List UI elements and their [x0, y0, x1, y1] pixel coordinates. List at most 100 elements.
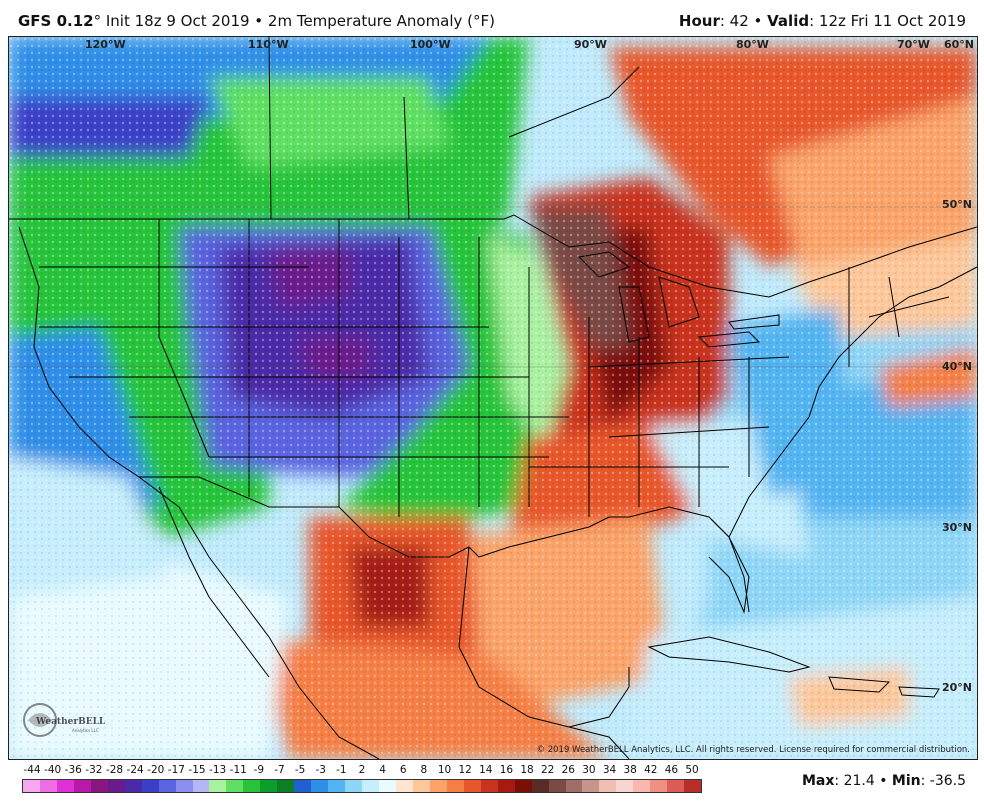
colorbar-tick-label: 50: [685, 764, 699, 776]
lat-label: 20°N: [941, 681, 972, 694]
colorbar-swatch: [379, 780, 396, 792]
weatherbell-logo: WeatherBELL Analytics LLC: [22, 700, 112, 742]
colorbar-tick-label: 38: [623, 764, 637, 776]
map-graphic: [9, 37, 977, 759]
colorbar-swatch: [514, 780, 532, 792]
colorbar-swatch: [345, 780, 363, 792]
colorbar-tick-label: 14: [479, 764, 493, 776]
colorbar-swatch: [582, 780, 600, 792]
colorbar-tick-label: -32: [85, 764, 103, 776]
colorbar-tick-label: -20: [147, 764, 165, 776]
colorbar-swatch: [90, 780, 108, 792]
colorbar-swatch: [311, 780, 329, 792]
lat-label: 50°N: [941, 198, 972, 211]
colorbar-swatch: [429, 780, 447, 792]
colorbar-swatch: [446, 780, 464, 792]
noise-texture: [9, 37, 977, 759]
svg-text:WeatherBELL: WeatherBELL: [35, 717, 106, 727]
anomaly-map[interactable]: [8, 36, 978, 760]
colorbar-tick-label: 2: [358, 764, 366, 776]
colorbar-tick-label: -24: [126, 764, 144, 776]
colorbar-tick-label: -9: [253, 764, 265, 776]
colorbar-swatch: [158, 780, 176, 792]
max-value: : 21.4 •: [834, 773, 892, 789]
colorbar-swatch: [463, 780, 481, 792]
colorbar-swatch: [480, 780, 498, 792]
colorbar-swatch: [599, 780, 617, 792]
colorbar-swatch: [531, 780, 549, 792]
lat-label-top: 60°N: [944, 38, 975, 51]
colorbar-tick-label: -1: [336, 764, 347, 776]
lon-label: 120°W: [85, 38, 126, 51]
colorbar-tick-label: -17: [167, 764, 185, 776]
max-label: Max: [801, 773, 835, 789]
colorbar-tick-label: -5: [294, 764, 306, 776]
colorbar-swatch: [73, 780, 91, 792]
colorbar-swatch: [56, 780, 74, 792]
copyright-notice: © 2019 WeatherBELL Analytics, LLC. All r…: [536, 745, 970, 755]
colorbar-tick-label: 4: [379, 764, 386, 776]
colorbar-swatch: [39, 780, 57, 792]
colorbar-swatch: [497, 780, 515, 792]
colorbar-tick-label: 30: [582, 764, 596, 776]
init-text: Init 18z 9 Oct 2019 • 2m Temperature Ano…: [101, 12, 496, 30]
colorbar-swatch: [328, 780, 346, 792]
valid-value: : 12z Fri 11 Oct 2019: [809, 12, 966, 30]
colorbar-tick-label: 22: [540, 764, 555, 776]
colorbar-tick-label: 18: [520, 764, 534, 776]
colorbar-swatch: [107, 780, 125, 792]
colorbar-tick-label: -36: [64, 764, 82, 776]
lat-label: 40°N: [941, 360, 972, 373]
colorbar-swatch: [192, 780, 210, 792]
colorbar-swatch: [294, 780, 312, 792]
colorbar-swatch: [565, 780, 583, 792]
graticule: [9, 206, 977, 368]
colorbar-tick-label: -11: [229, 764, 247, 776]
header: GFS 0.12° Init 18z 9 Oct 2019 • 2m Tempe…: [0, 0, 984, 36]
colorbar-tick-label: -3: [315, 764, 326, 776]
colorbar-swatch: [395, 780, 413, 792]
colorbar-swatch: [141, 780, 159, 792]
colorbar-swatch: [175, 780, 193, 792]
colorbar-tick-label: 6: [399, 764, 407, 776]
lon-label: 80°W: [736, 38, 769, 51]
colorbar-swatch: [226, 780, 244, 792]
colorbar-tick-label: 42: [644, 764, 658, 776]
colorbar-swatch: [548, 780, 566, 792]
colorbar-swatch: [684, 780, 702, 792]
colorbar-swatch: [616, 780, 634, 792]
lat-label: 30°N: [941, 521, 972, 534]
colorbar-swatch: [362, 780, 380, 792]
map-title: GFS 0.12° Init 18z 9 Oct 2019 • 2m Tempe…: [18, 12, 495, 30]
colorbar-swatch: [243, 780, 261, 792]
colorbar-tick-label: -28: [105, 764, 124, 776]
colorbar-labels: -44 -40 -36 -32 -28 -24 -20 -17 -15 -13 -11 -9 -7 -5-…: [22, 764, 702, 778]
hour-label: Hour: [678, 12, 720, 30]
colorbar-swatch: [667, 780, 685, 792]
colorbar-tick-label: 34: [602, 764, 617, 776]
valid-time: Hour: 42 • Valid: 12z Fri 11 Oct 2019: [679, 12, 966, 30]
colorbar-swatch: [412, 780, 430, 792]
colorbar-tick-label: -44: [23, 764, 41, 776]
boundaries: [9, 37, 977, 759]
colorbar-tick-label: -13: [209, 764, 227, 776]
colorbar-tick-label: 46: [664, 764, 679, 776]
degree-symbol: °: [93, 12, 102, 30]
lon-label: 100°W: [410, 38, 451, 51]
colorbar-swatch: [209, 780, 227, 792]
colorbar-tick-label: 16: [499, 764, 514, 776]
model-name: GFS 0.12: [18, 12, 94, 30]
logo-swirl-icon: WeatherBELL Analytics LLC: [23, 703, 106, 737]
colorbar-swatch: [124, 780, 142, 792]
lon-label: 90°W: [574, 38, 607, 51]
valid-label: Valid: [767, 12, 810, 30]
min-value: : -36.5: [920, 773, 966, 789]
colorbar: [22, 779, 702, 793]
min-label: Min: [891, 773, 921, 789]
hour-value: : 42 •: [719, 12, 768, 30]
lon-label: 110°W: [248, 38, 289, 51]
colorbar-swatch: [277, 780, 295, 792]
colorbar-swatch: [260, 780, 278, 792]
colorbar-tick-label: 12: [458, 764, 472, 776]
max-min-stats: Max: 21.4 • Min: -36.5: [802, 773, 966, 789]
